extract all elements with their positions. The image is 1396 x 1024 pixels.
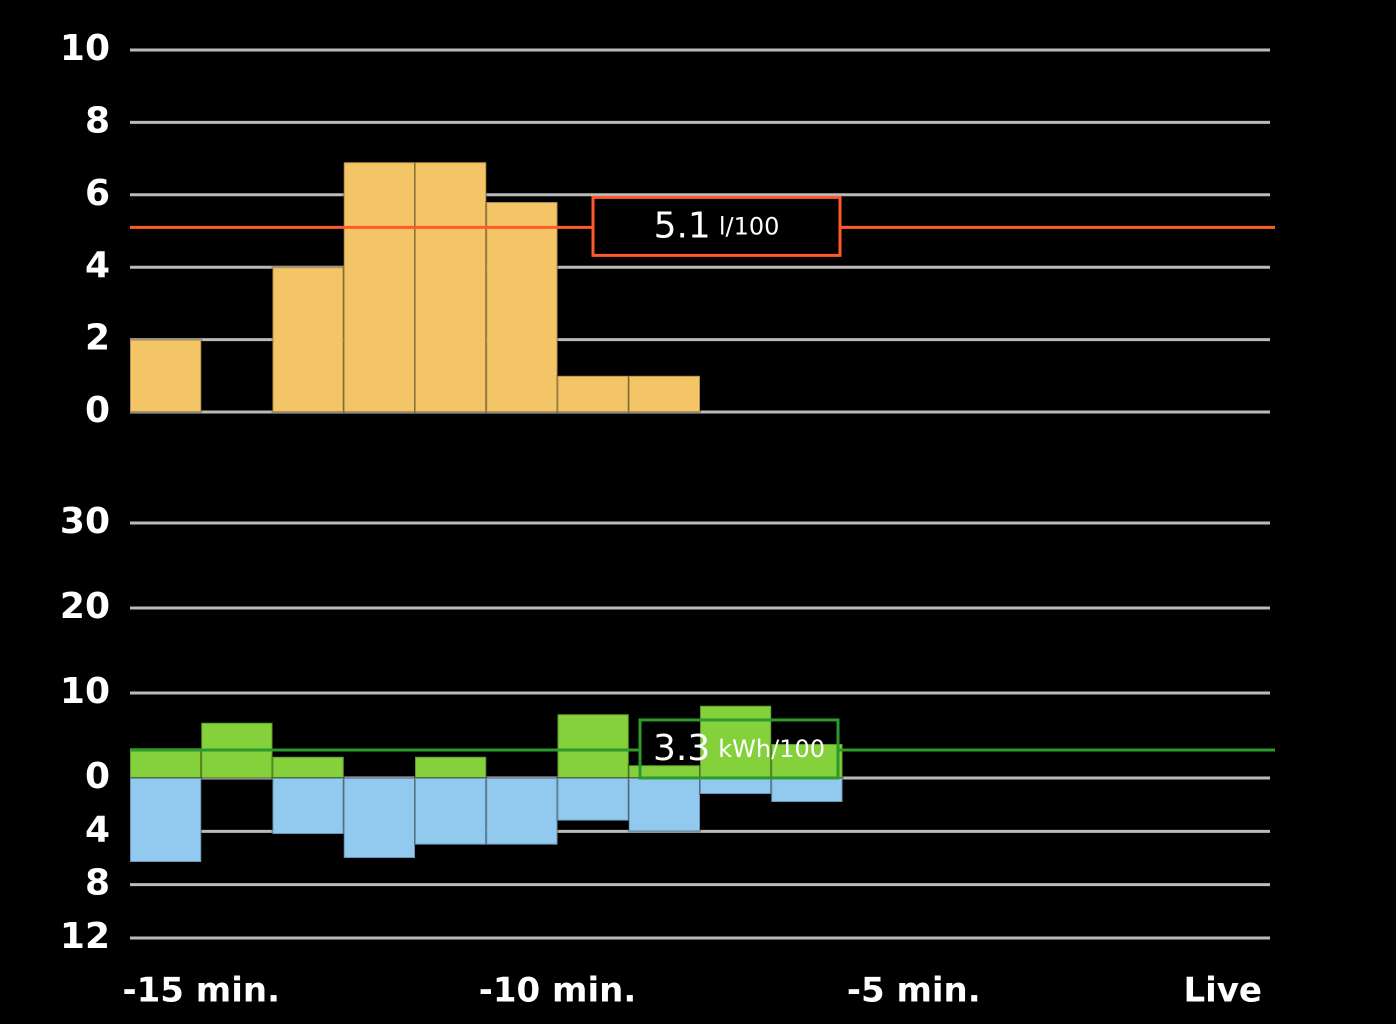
x-tick-label: -10 min. bbox=[479, 971, 636, 1011]
average-value: 3.3 bbox=[653, 728, 710, 769]
bar bbox=[699, 704, 773, 779]
bar bbox=[556, 374, 630, 413]
bar bbox=[342, 161, 416, 413]
y-tick-label: 10 bbox=[60, 671, 110, 712]
bar bbox=[271, 777, 345, 835]
x-tick-label: Live bbox=[1183, 971, 1262, 1011]
y-tick-label: 10 bbox=[60, 28, 110, 69]
bar bbox=[414, 777, 488, 846]
bar bbox=[271, 755, 345, 779]
bar bbox=[485, 201, 559, 413]
y-tick-label: 6 bbox=[85, 173, 110, 214]
bar bbox=[627, 777, 701, 833]
average-unit: kWh/100 bbox=[718, 735, 825, 763]
average-label: 5.1 l/100 bbox=[654, 205, 780, 246]
y-tick-label: 0 bbox=[85, 756, 110, 797]
bar bbox=[271, 266, 345, 414]
bar bbox=[556, 777, 630, 822]
bar bbox=[770, 777, 844, 803]
average-label: 3.3 kWh/100 bbox=[653, 728, 825, 769]
x-tick-label: -15 min. bbox=[123, 971, 280, 1011]
y2-tick-label: 8 bbox=[85, 863, 110, 904]
x-tick-label: -5 min. bbox=[847, 971, 981, 1011]
bar bbox=[556, 713, 630, 779]
bar bbox=[485, 777, 559, 846]
bar bbox=[342, 777, 416, 859]
average-unit: l/100 bbox=[719, 212, 780, 240]
average-box bbox=[638, 718, 840, 780]
bar bbox=[129, 338, 203, 414]
average-value: 5.1 bbox=[654, 205, 711, 246]
y-tick-label: 8 bbox=[85, 100, 110, 141]
average-box bbox=[591, 195, 842, 257]
y-tick-label: 2 bbox=[85, 318, 110, 359]
bar bbox=[770, 743, 844, 779]
y-tick-label: 0 bbox=[85, 390, 110, 431]
bar bbox=[129, 777, 203, 863]
bar bbox=[627, 374, 701, 413]
bar bbox=[414, 161, 488, 413]
y2-tick-label: 4 bbox=[85, 809, 110, 850]
y-tick-label: 20 bbox=[60, 586, 110, 627]
bar bbox=[129, 747, 203, 779]
y-tick-label: 30 bbox=[60, 501, 110, 542]
bar bbox=[699, 777, 773, 795]
y-tick-label: 4 bbox=[85, 245, 110, 286]
bar bbox=[414, 755, 488, 779]
y2-tick-label: 12 bbox=[60, 916, 110, 957]
